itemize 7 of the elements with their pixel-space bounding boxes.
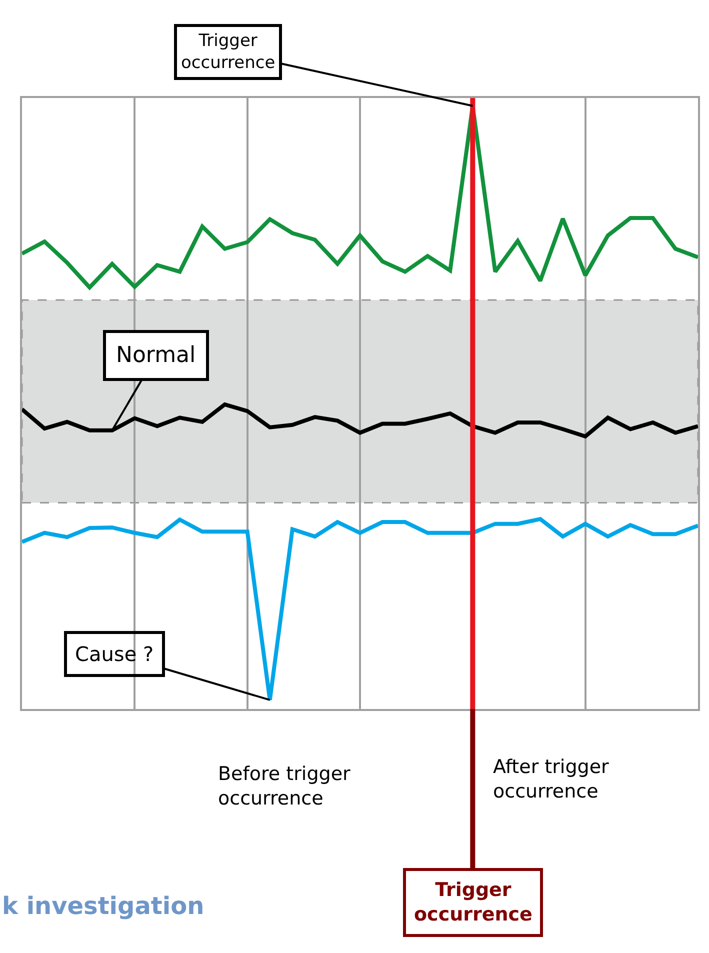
text: Trigger occurrence <box>181 31 276 74</box>
annotation: Normal <box>116 343 196 368</box>
annotation: Cause ? <box>75 642 154 666</box>
text: After trigger occurrence <box>493 756 610 803</box>
text: Before trigger occurrence <box>218 763 351 810</box>
text: k investigation <box>2 892 204 920</box>
text: Trigger occurrence <box>414 879 532 926</box>
